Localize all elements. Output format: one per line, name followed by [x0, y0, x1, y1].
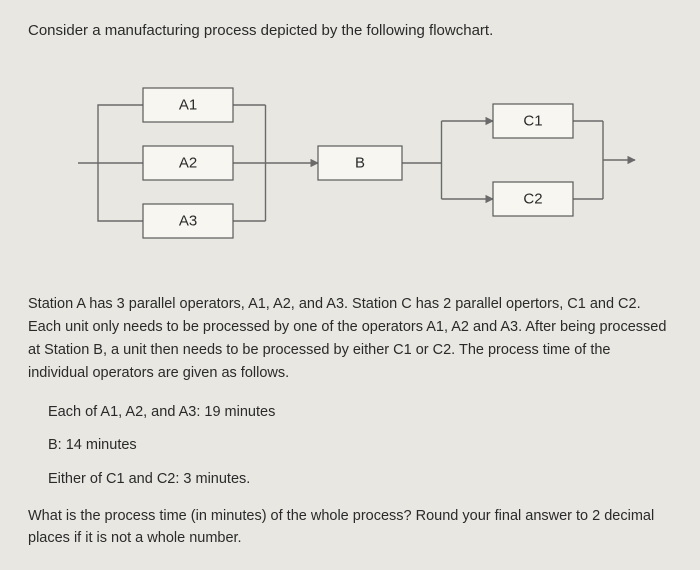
time-a: Each of A1, A2, and A3: 19 minutes: [48, 401, 672, 424]
svg-text:C2: C2: [523, 190, 542, 207]
description-paragraph: Station A has 3 parallel operators, A1, …: [28, 293, 672, 386]
final-question: What is the process time (in minutes) of…: [28, 505, 672, 550]
time-c: Either of C1 and C2: 3 minutes.: [48, 468, 672, 491]
svg-text:B: B: [355, 154, 365, 171]
flowchart: A1 A2 A3 B C1 C2: [28, 61, 672, 271]
svg-text:A2: A2: [179, 154, 197, 171]
svg-text:C1: C1: [523, 112, 542, 129]
time-b: B: 14 minutes: [48, 434, 672, 457]
svg-text:A1: A1: [179, 96, 197, 113]
process-times-block: Each of A1, A2, and A3: 19 minutes B: 14…: [28, 401, 672, 491]
question-prompt: Consider a manufacturing process depicte…: [28, 20, 672, 43]
svg-text:A3: A3: [179, 212, 197, 229]
